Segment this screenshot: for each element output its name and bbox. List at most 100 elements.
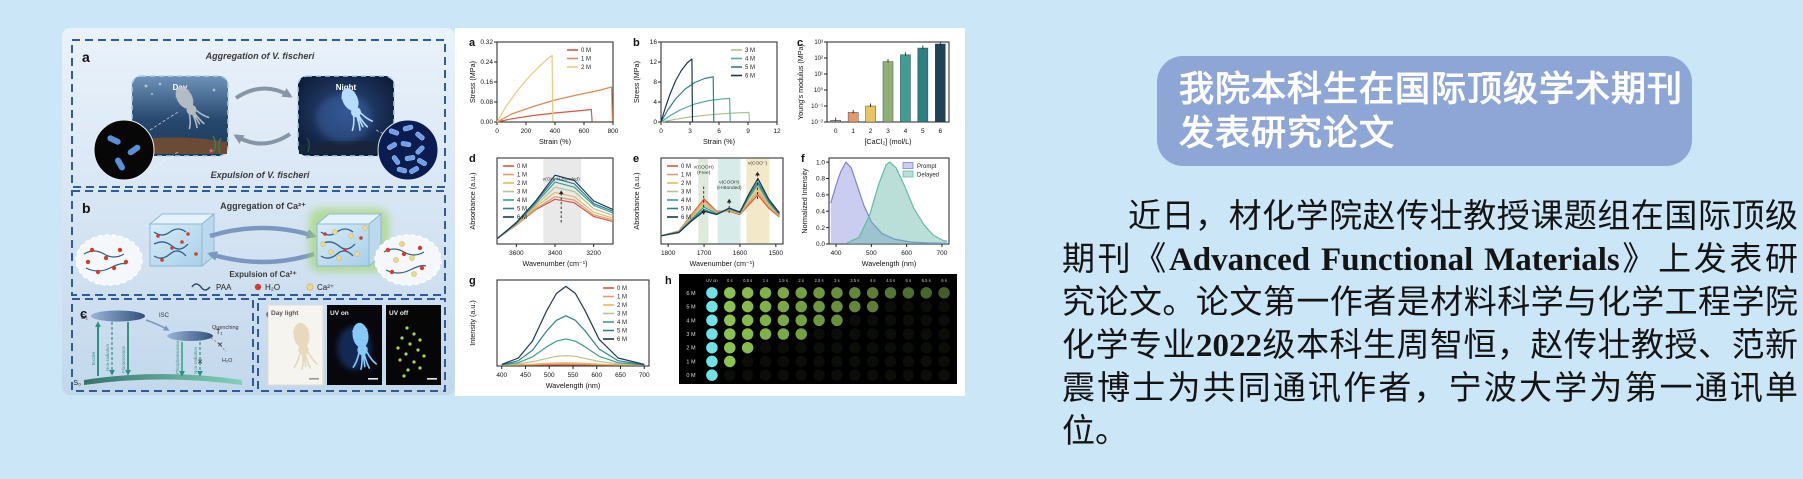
svg-text:ν(OH, H-Bonded): ν(OH, H-Bonded)	[543, 176, 580, 182]
x-mark-2: ✕	[217, 342, 223, 349]
svg-text:ν(COOH)(H-Bonded): ν(COOH) (H-Bonded)	[717, 179, 742, 190]
svg-text:4 M: 4 M	[745, 57, 755, 63]
svg-text:UV on: UV on	[706, 278, 718, 283]
svg-text:10²: 10²	[814, 56, 823, 62]
svg-text:10⁰: 10⁰	[814, 87, 824, 94]
svg-text:1 M: 1 M	[686, 359, 696, 365]
svg-text:600: 600	[591, 372, 602, 379]
svg-text:0.8: 0.8	[816, 176, 825, 183]
svg-text:1 M: 1 M	[617, 295, 627, 301]
chart-panel-d: d 3600 3400 3200 Wavenumber (cm⁻¹) Absorbance…	[468, 153, 614, 268]
svg-text:3 M: 3 M	[517, 190, 527, 196]
chart-panel-g: g 400 450 500 550 600 650 700 Wavelength (nm) Int…	[468, 275, 650, 390]
svg-text:1 s: 1 s	[763, 278, 769, 283]
panel-b-label: b	[82, 200, 91, 216]
day-scene	[131, 75, 229, 157]
isc-arrow-icon	[145, 319, 170, 331]
svg-text:0.08: 0.08	[480, 99, 493, 106]
svg-text:5 M: 5 M	[517, 207, 527, 213]
svg-text:0 M: 0 M	[617, 286, 627, 292]
expulsion-fischeri-label: Expulsion of V. fischeri	[211, 170, 310, 180]
svg-text:6 M: 6 M	[517, 215, 527, 221]
article-title-box: 我院本科生在国际顶级学术期刊 发表研究论文	[1157, 56, 1692, 166]
svg-text:6: 6	[938, 128, 942, 135]
excite-label: Excite	[91, 352, 97, 365]
svg-text:500: 500	[866, 250, 877, 257]
svg-text:2 M: 2 M	[581, 65, 591, 71]
scale-bar-1	[309, 378, 319, 380]
svg-text:1800: 1800	[661, 250, 676, 257]
expulsion-ca-label: Expulsion of Ca²⁺	[229, 270, 296, 279]
svg-text:200: 200	[521, 128, 532, 135]
svg-text:1 M: 1 M	[517, 173, 527, 179]
svg-text:2 s: 2 s	[798, 278, 804, 283]
svg-text:10⁻¹: 10⁻¹	[811, 104, 823, 110]
svg-text:700: 700	[639, 372, 650, 379]
svg-text:6 M: 6 M	[686, 291, 696, 297]
polymer-inset-right	[374, 234, 442, 286]
svg-text:1: 1	[851, 128, 855, 135]
svg-text:f: f	[801, 153, 805, 165]
svg-text:0.0: 0.0	[816, 241, 825, 248]
x-mark-1: ✕	[197, 359, 203, 366]
photo-uv-off: UV off	[386, 305, 441, 385]
svg-text:3 M: 3 M	[681, 190, 691, 196]
svg-text:1500: 1500	[769, 250, 784, 257]
bacteria-inset-day	[93, 119, 155, 181]
svg-text:0 M: 0 M	[517, 164, 527, 170]
aggregation-fischeri-label: Aggregation of V. fischeri	[205, 51, 315, 61]
journal-name: Advanced Functional Materials	[1168, 242, 1620, 278]
photo-uv-on: UV on	[327, 305, 382, 385]
quenching-label: Quenching	[212, 325, 239, 331]
svg-text:5 M: 5 M	[686, 305, 696, 311]
scale-bar-3	[427, 378, 437, 380]
svg-text:10⁻²: 10⁻²	[811, 120, 823, 126]
svg-text:★: ★	[208, 147, 214, 155]
svg-text:5 M: 5 M	[681, 207, 691, 213]
svg-text:800: 800	[608, 128, 619, 135]
ca-dot-icon	[306, 283, 314, 291]
article-body-part2: 》上发表研究论文。论文第一作者是材料科学与化学工程学院化学专业	[1062, 242, 1799, 364]
svg-text:Prompt: Prompt	[917, 164, 937, 170]
svg-text:3200: 3200	[586, 250, 601, 257]
svg-text:Delayed: Delayed	[917, 173, 939, 179]
chart-panel-h: h UV on 0 s 0.5 s 1 s 1.5 s 2 s 2.5 s 3 s 3.5 s 4 …	[665, 274, 957, 384]
svg-text:10¹: 10¹	[814, 72, 823, 78]
svg-text:4: 4	[653, 99, 657, 106]
svg-text:3: 3	[688, 128, 692, 135]
s0-label: S₀	[73, 380, 81, 387]
svg-text:3 M: 3 M	[745, 48, 755, 54]
svg-text:400: 400	[496, 372, 507, 379]
svg-text:3 s: 3 s	[834, 278, 840, 283]
svg-text:Wavelength (nm): Wavelength (nm)	[862, 259, 916, 268]
svg-text:Absorbance (a.u.): Absorbance (a.u.)	[632, 172, 641, 229]
middle-figure-charts: a 0 200 400 600 800 0.00 0.08 0.16 0.24 0.32 Strain…	[455, 28, 965, 396]
svg-text:3 M: 3 M	[686, 332, 696, 338]
expulsion-arrow-icon	[233, 132, 292, 146]
panel-c-jablonski-diagram: c S₁ T₁ S₀ Excite Non-radiation Fluoresc…	[71, 298, 254, 392]
non-radiation-label-2: Non-radiation	[193, 346, 198, 374]
svg-text:Stress (MPa): Stress (MPa)	[632, 61, 641, 103]
article-body: 近日，材化学院赵传壮教授课题组在国际顶级期刊《Advanced Function…	[1062, 196, 1798, 454]
svg-text:700: 700	[937, 250, 948, 257]
svg-text:0 M: 0 M	[686, 373, 696, 379]
svg-text:1 M: 1 M	[581, 57, 591, 63]
class-year: 2022	[1196, 328, 1262, 364]
svg-text:0.24: 0.24	[480, 59, 493, 66]
svg-text:Strain (%): Strain (%)	[703, 137, 735, 146]
non-radiation-label-1: Non-radiation	[105, 343, 110, 371]
svg-text:e: e	[633, 153, 639, 165]
h2o-legend-label: H₂O	[265, 283, 280, 292]
svg-text:4 M: 4 M	[617, 320, 627, 326]
isc-label: ISC	[159, 313, 170, 319]
svg-text:Absorbance (a.u.): Absorbance (a.u.)	[468, 172, 477, 229]
svg-text:Wavelength (nm): Wavelength (nm)	[546, 381, 600, 390]
svg-text:2 M: 2 M	[517, 181, 527, 187]
article-title-line1: 我院本科生在国际顶级学术期刊	[1179, 70, 1684, 109]
aggregation-ca-label: Aggregation of Ca²⁺	[220, 201, 306, 211]
svg-text:3 M: 3 M	[617, 312, 627, 318]
svg-text:Wavenumber (cm⁻¹): Wavenumber (cm⁻¹)	[689, 259, 754, 268]
ca-aggregation-arrow-icon	[209, 225, 317, 239]
panel-d-photos: d Day light UV on UV off	[257, 298, 446, 392]
svg-text:5.5 s: 5.5 s	[922, 278, 931, 283]
